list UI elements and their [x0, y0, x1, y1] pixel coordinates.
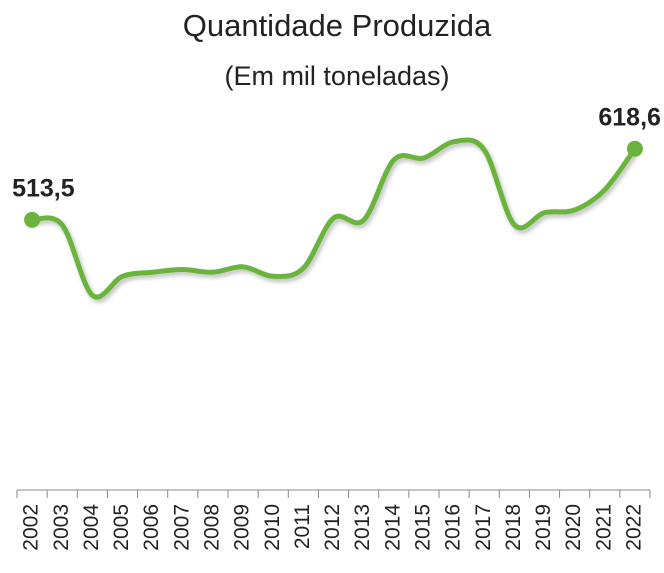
x-tick-label: 2019	[532, 504, 555, 551]
x-tick-label: 2021	[592, 504, 615, 551]
line	[29, 137, 638, 300]
x-tick-label: 2002	[20, 504, 43, 551]
data-label: 618,6	[598, 103, 661, 131]
point	[626, 140, 643, 157]
x-tick-label: 2020	[562, 504, 585, 551]
x-tick-label: 2010	[261, 504, 284, 551]
x-tick-label: 2011	[291, 504, 314, 549]
data-label: 513,5	[12, 174, 75, 202]
x-tick-label: 2017	[472, 504, 495, 551]
point	[24, 211, 41, 228]
chart-title: Quantidade Produzida	[183, 8, 492, 43]
x-tick-label: 2006	[140, 504, 163, 551]
x-tick-label: 2013	[351, 504, 374, 551]
x-tick-label: 2012	[321, 504, 344, 551]
x-tick-label: 2018	[502, 504, 525, 551]
x-tick-label: 2005	[110, 504, 133, 551]
x-tick-label: 2004	[80, 504, 103, 551]
x-tick-label: 2007	[170, 504, 193, 551]
x-tick-label: 2014	[381, 504, 404, 551]
x-tick-label: 2003	[50, 504, 73, 551]
x-tick-label: 2008	[200, 504, 223, 551]
x-tick-label: 2022	[622, 504, 645, 551]
x-tick-label: 2015	[411, 504, 434, 551]
chart-subtitle: (Em mil toneladas)	[224, 61, 449, 91]
x-tick-label: 2016	[442, 504, 465, 551]
x-tick-label: 2009	[231, 504, 254, 551]
